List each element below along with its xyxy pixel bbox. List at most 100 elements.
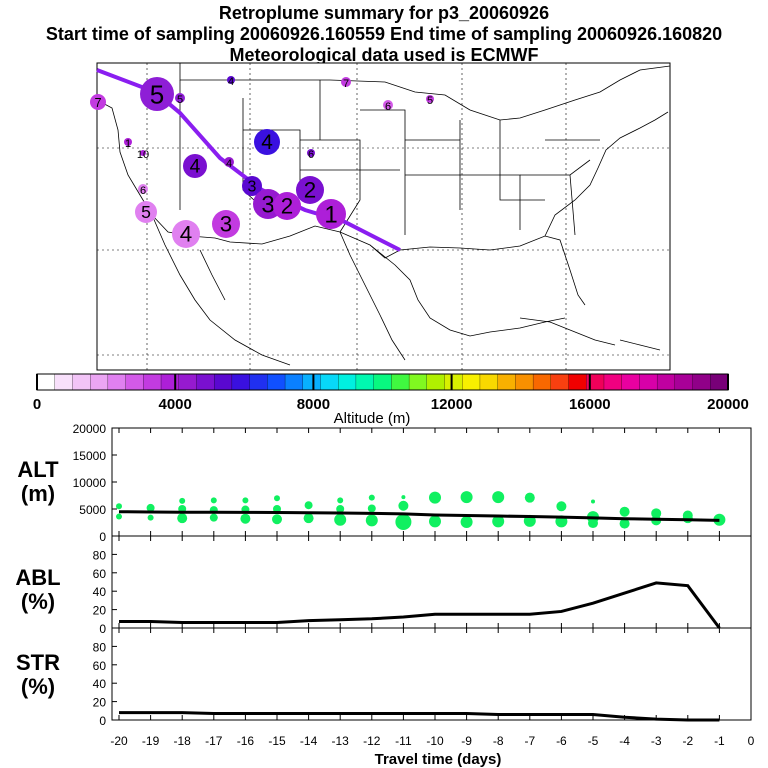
plume-cluster-label: 5: [150, 79, 164, 109]
x-tick-label: -12: [363, 734, 381, 748]
altitude-cluster-point: [492, 515, 505, 528]
x-tick-label: -10: [426, 734, 444, 748]
colorbar-cell: [231, 373, 251, 391]
colorbar-cell: [532, 373, 552, 391]
plume-cluster-label: 6: [140, 185, 146, 197]
colorbar-cell: [656, 373, 676, 391]
colorbar-cell: [426, 373, 446, 391]
altitude-cluster-point: [398, 500, 409, 511]
altitude-cluster-point: [337, 497, 344, 504]
plume-cluster-10: 4: [183, 154, 207, 178]
x-axis-title: Travel time (days): [375, 751, 502, 768]
plume-cluster-8: 1: [124, 138, 132, 150]
plume-cluster-dot: [172, 220, 200, 248]
colorbar-cell: [302, 373, 322, 391]
time-series-panels: 20000 15000 10000 5000 0 80 60 40 20 0 80 60 40 20 0 -2…: [73, 422, 755, 748]
colorbar-cell: [320, 373, 339, 391]
altitude-colorbar: 0 4000 8000 12000 16000 20000 Altitude (m): [33, 373, 749, 427]
altitude-cluster-point: [242, 497, 249, 504]
plume-cluster-6: 5: [426, 95, 434, 107]
plume-cluster-4: 7: [341, 77, 351, 90]
plume-cluster-label: 5: [141, 202, 151, 222]
y-tick-label: 40: [93, 677, 107, 691]
x-tick-label: -18: [174, 734, 192, 748]
x-tick-label: -19: [142, 734, 160, 748]
altitude-cluster-point: [492, 491, 505, 504]
altitude-cluster-point: [209, 513, 218, 522]
colorbar-cell: [355, 373, 375, 391]
plume-cluster-dot: [175, 93, 185, 103]
colorbar-cell: [214, 373, 233, 391]
plume-cluster-dot: [227, 76, 235, 84]
alt-panel: 20000 15000 10000 5000 0: [73, 422, 752, 544]
altitude-cluster-point: [588, 518, 598, 529]
plume-cluster-dot: [426, 95, 434, 103]
plume-cluster-label: 7: [94, 95, 101, 110]
colorbar-cell: [621, 373, 641, 391]
plume-cluster-15: 3: [253, 189, 283, 219]
y-tick-label: 60: [93, 567, 107, 581]
colorbar-tick-label: 16000: [569, 396, 611, 413]
plume-cluster-label: 10: [137, 149, 149, 161]
altitude-cluster-point: [365, 514, 378, 527]
altitude-cluster-point: [429, 515, 441, 528]
altitude-cluster-point: [274, 495, 280, 502]
plume-cluster-18: 1: [316, 199, 346, 229]
str-panel-label: STR: [16, 650, 60, 675]
colorbar-cell: [639, 373, 658, 391]
plume-cluster-label: 7: [343, 78, 349, 90]
colorbar-ticks: 0 4000 8000 12000 16000 20000: [33, 374, 749, 413]
colorbar-cell: [249, 373, 269, 391]
plume-cluster-13: 6: [307, 149, 315, 161]
plume-cluster-dot: [224, 157, 234, 167]
plume-cluster-16: 2: [273, 192, 301, 220]
colorbar-cells: [36, 373, 729, 391]
x-tick-label: -8: [493, 734, 504, 748]
colorbar-title: Altitude (m): [334, 410, 411, 427]
plume-cluster-2: 5: [175, 93, 185, 106]
altitude-cluster-point: [272, 514, 282, 525]
x-tick-label: -6: [556, 734, 567, 748]
y-tick-label: 80: [93, 640, 107, 654]
colorbar-cell: [178, 373, 198, 391]
colorbar-cell: [72, 373, 91, 391]
plume-cluster-5: 6: [383, 100, 393, 113]
abl-series-line: [119, 581, 721, 629]
x-tick-label: -4: [619, 734, 630, 748]
plume-cluster-label: 2: [304, 178, 316, 203]
plume-cluster-label: 3: [248, 179, 257, 196]
alt-panel-unit: (m): [21, 481, 55, 506]
colorbar-cell: [107, 373, 127, 391]
colorbar-cell: [603, 373, 623, 391]
x-tick-label: -5: [588, 734, 599, 748]
plume-cluster-7: 7: [90, 94, 106, 110]
colorbar-cell: [267, 373, 286, 391]
altitude-cluster-point: [619, 518, 630, 529]
colorbar-cell: [143, 373, 162, 391]
str-panel-unit: (%): [21, 674, 55, 699]
plume-cluster-dot: [140, 77, 174, 111]
x-tick-label: -14: [300, 734, 318, 748]
altitude-cluster-point: [524, 492, 535, 503]
altitude-cluster-point: [591, 499, 595, 504]
plume-cluster-dot: [316, 199, 346, 229]
altitude-cluster-point: [460, 515, 473, 528]
plume-cluster-label: 6: [385, 101, 391, 113]
plume-cluster-12: 4: [254, 129, 280, 155]
x-tick-label: -2: [682, 734, 693, 748]
plume-cluster-22: 3: [212, 210, 240, 238]
colorbar-tick-label: 0: [33, 396, 41, 413]
altitude-cluster-point: [116, 503, 122, 510]
colorbar-cell: [54, 373, 74, 391]
altitude-cluster-point: [116, 513, 122, 520]
plume-cluster-14: 3: [242, 176, 262, 196]
plume-cluster-dot: [307, 149, 315, 157]
y-tick-label: 60: [93, 659, 107, 673]
altitude-cluster-point: [367, 504, 376, 513]
colorbar-cell: [373, 373, 393, 391]
x-tick-label: -15: [268, 734, 286, 748]
altitude-cluster-point: [146, 503, 155, 512]
y-tick-label: 10000: [73, 476, 107, 490]
colorbar-cell: [515, 373, 534, 391]
